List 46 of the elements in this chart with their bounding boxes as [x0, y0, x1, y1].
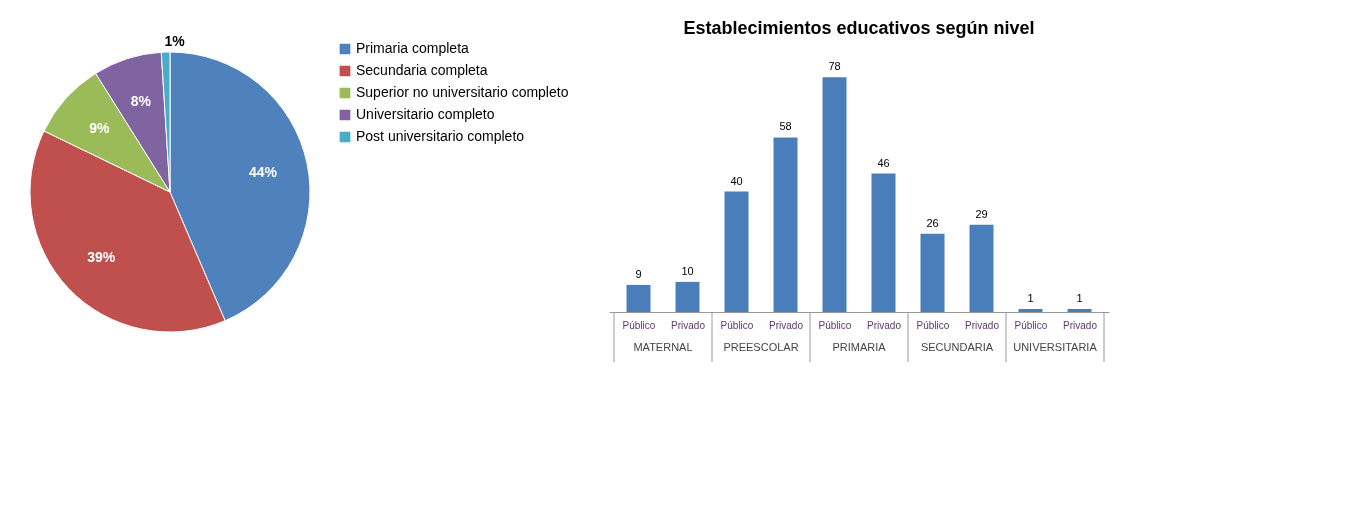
text: PRIMARIA — [832, 341, 887, 353]
legend-label: Universitario completo — [356, 106, 495, 122]
bar — [920, 233, 945, 312]
bar — [724, 191, 749, 312]
bar — [675, 281, 700, 312]
data-label: 44% — [249, 163, 278, 180]
bar — [969, 224, 994, 312]
data-label: 10 — [681, 264, 694, 277]
data-label: 1 — [1076, 291, 1083, 304]
bar — [1018, 308, 1043, 312]
text: PREESCOLAR — [723, 341, 799, 353]
bar — [1067, 308, 1092, 312]
data-label: 1 — [1027, 291, 1034, 304]
text: UNIVERSITARIA — [1013, 341, 1098, 353]
data-label: 46 — [877, 156, 890, 169]
x-tick-label: Privado — [965, 319, 1000, 331]
legend-label: Superior no universitario completo — [356, 84, 569, 100]
data-label: 58 — [779, 120, 792, 133]
bar — [871, 173, 896, 312]
data-label: 40 — [730, 174, 743, 187]
x-tick-label: Privado — [867, 319, 902, 331]
data-label: 1% — [164, 33, 186, 50]
x-tick-label: Público — [818, 319, 852, 331]
bar — [822, 77, 847, 312]
x-tick-label: Público — [622, 319, 656, 331]
legend-label: Primaria completa — [356, 40, 470, 56]
bar — [773, 137, 798, 312]
x-tick-label: Privado — [769, 319, 804, 331]
legend-label: Secundaria completa — [356, 62, 488, 78]
data-label: 26 — [926, 216, 939, 229]
data-label: 9 — [635, 267, 642, 280]
data-label: 8% — [130, 92, 152, 109]
x-tick-label: Público — [1014, 319, 1048, 331]
legend-label: Post universitario completo — [356, 128, 525, 144]
data-label: 39% — [87, 248, 116, 265]
text: SECUNDARIA — [920, 341, 994, 353]
data-label: 9% — [89, 119, 110, 136]
x-tick-label: Público — [720, 319, 754, 331]
chart-title: Establecimientos educativos según nivel — [683, 18, 1035, 38]
data-label: 78 — [828, 60, 841, 73]
x-tick-label: Público — [916, 319, 950, 331]
x-tick-label: Privado — [1063, 319, 1098, 331]
x-tick-label: Privado — [671, 319, 706, 331]
bar — [626, 284, 651, 312]
text: MATERNAL — [633, 341, 693, 353]
data-label: 29 — [975, 207, 988, 220]
